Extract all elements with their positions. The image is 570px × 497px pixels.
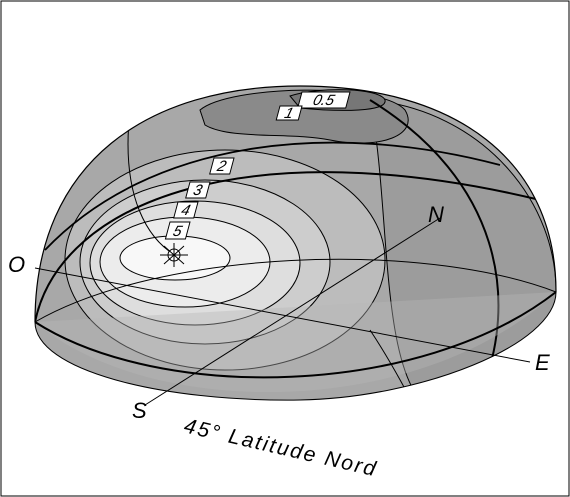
dome-outline (34, 85, 557, 323)
contour-label: 0.5 (311, 92, 337, 109)
sun (160, 243, 188, 267)
horizon-front (34, 291, 557, 379)
west-east-line (34, 267, 531, 363)
north-south-line (144, 217, 441, 406)
north-label: N (428, 202, 444, 227)
south-label: S (132, 398, 147, 423)
east-label: E (535, 350, 550, 375)
contour-labels: 0.5 1 2 3 4 5 (164, 91, 351, 240)
west-label: O (8, 252, 25, 277)
horizon-ellipse (34, 258, 557, 401)
